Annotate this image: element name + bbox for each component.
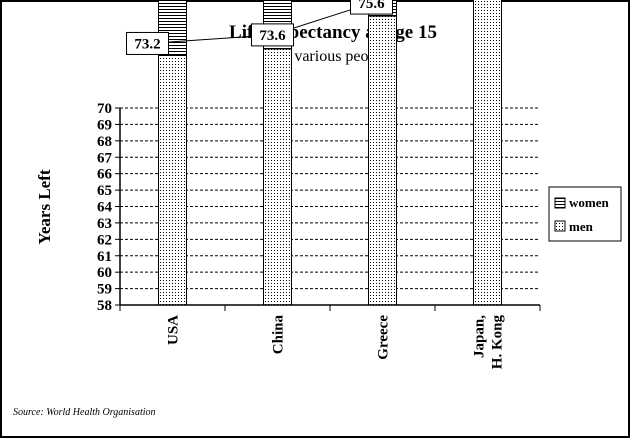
data-label-men: 73.6 — [251, 23, 294, 47]
category-label-line: H. Kong — [490, 315, 506, 370]
bar-men — [263, 48, 292, 306]
y-tick-label: 62 — [97, 232, 112, 248]
data-label-text: 73.2 — [134, 36, 160, 52]
bars — [158, 0, 502, 306]
data-label-text: 75.6 — [358, 0, 385, 12]
y-tick-label: 60 — [97, 265, 112, 281]
category-labels: USA China Greece Japan, H. Kong — [166, 315, 506, 370]
data-label-men: 75.6 — [350, 0, 393, 15]
category-label: China — [271, 315, 287, 355]
bar-men — [158, 54, 187, 306]
data-labels: 80.177.381.583.773.273.675.677.1 — [126, 0, 393, 55]
category-label-line: Japan, — [472, 315, 488, 358]
y-tick-label: 64 — [97, 200, 113, 216]
category-label-line: China — [271, 315, 287, 355]
data-label-box — [350, 0, 393, 15]
category-label-text: Japan, H. Kong — [472, 315, 506, 370]
category-label-text: Greece — [376, 315, 392, 360]
y-tick-label: 59 — [97, 282, 112, 298]
legend-label-men: men — [569, 219, 594, 234]
y-tick-label: 61 — [97, 249, 112, 265]
y-tick-label: 63 — [97, 216, 112, 232]
y-tick-label: 70 — [97, 101, 112, 117]
series-lines — [147, 0, 387, 44]
y-tick-label: 65 — [97, 183, 112, 199]
category-label-line: USA — [166, 315, 182, 345]
category-label: Greece — [376, 315, 392, 360]
source-note: Source: World Health Organisation — [13, 407, 156, 418]
data-label-box — [126, 31, 169, 55]
y-tick-label: 68 — [97, 134, 112, 150]
legend-label-women: women — [569, 195, 609, 210]
legend-swatch-women — [554, 197, 566, 209]
bar-men — [473, 0, 502, 306]
legend-swatch-men — [554, 220, 566, 232]
y-axis-label: Years Left — [35, 169, 54, 244]
legend-box — [548, 186, 622, 242]
data-label-text: 73.6 — [259, 28, 286, 44]
y-tick-label: 66 — [97, 167, 113, 183]
series-line-men — [147, 0, 387, 44]
y-tick-label: 58 — [97, 298, 112, 314]
category-label-text: USA — [166, 315, 182, 345]
y-tick-label: 69 — [97, 117, 112, 133]
category-label: USA — [166, 315, 182, 345]
category-label: Japan, H. Kong — [472, 315, 506, 370]
gridlines — [120, 107, 540, 290]
legend: women men — [548, 186, 622, 242]
chart-subtitle: for various peoples — [272, 48, 395, 65]
data-label-box — [251, 23, 294, 47]
category-label-text: China — [271, 315, 287, 355]
bar-men — [368, 15, 397, 306]
category-label-line: Greece — [376, 315, 392, 360]
data-label-men: 73.2 — [126, 31, 169, 55]
y-tick-label: 67 — [97, 150, 113, 166]
